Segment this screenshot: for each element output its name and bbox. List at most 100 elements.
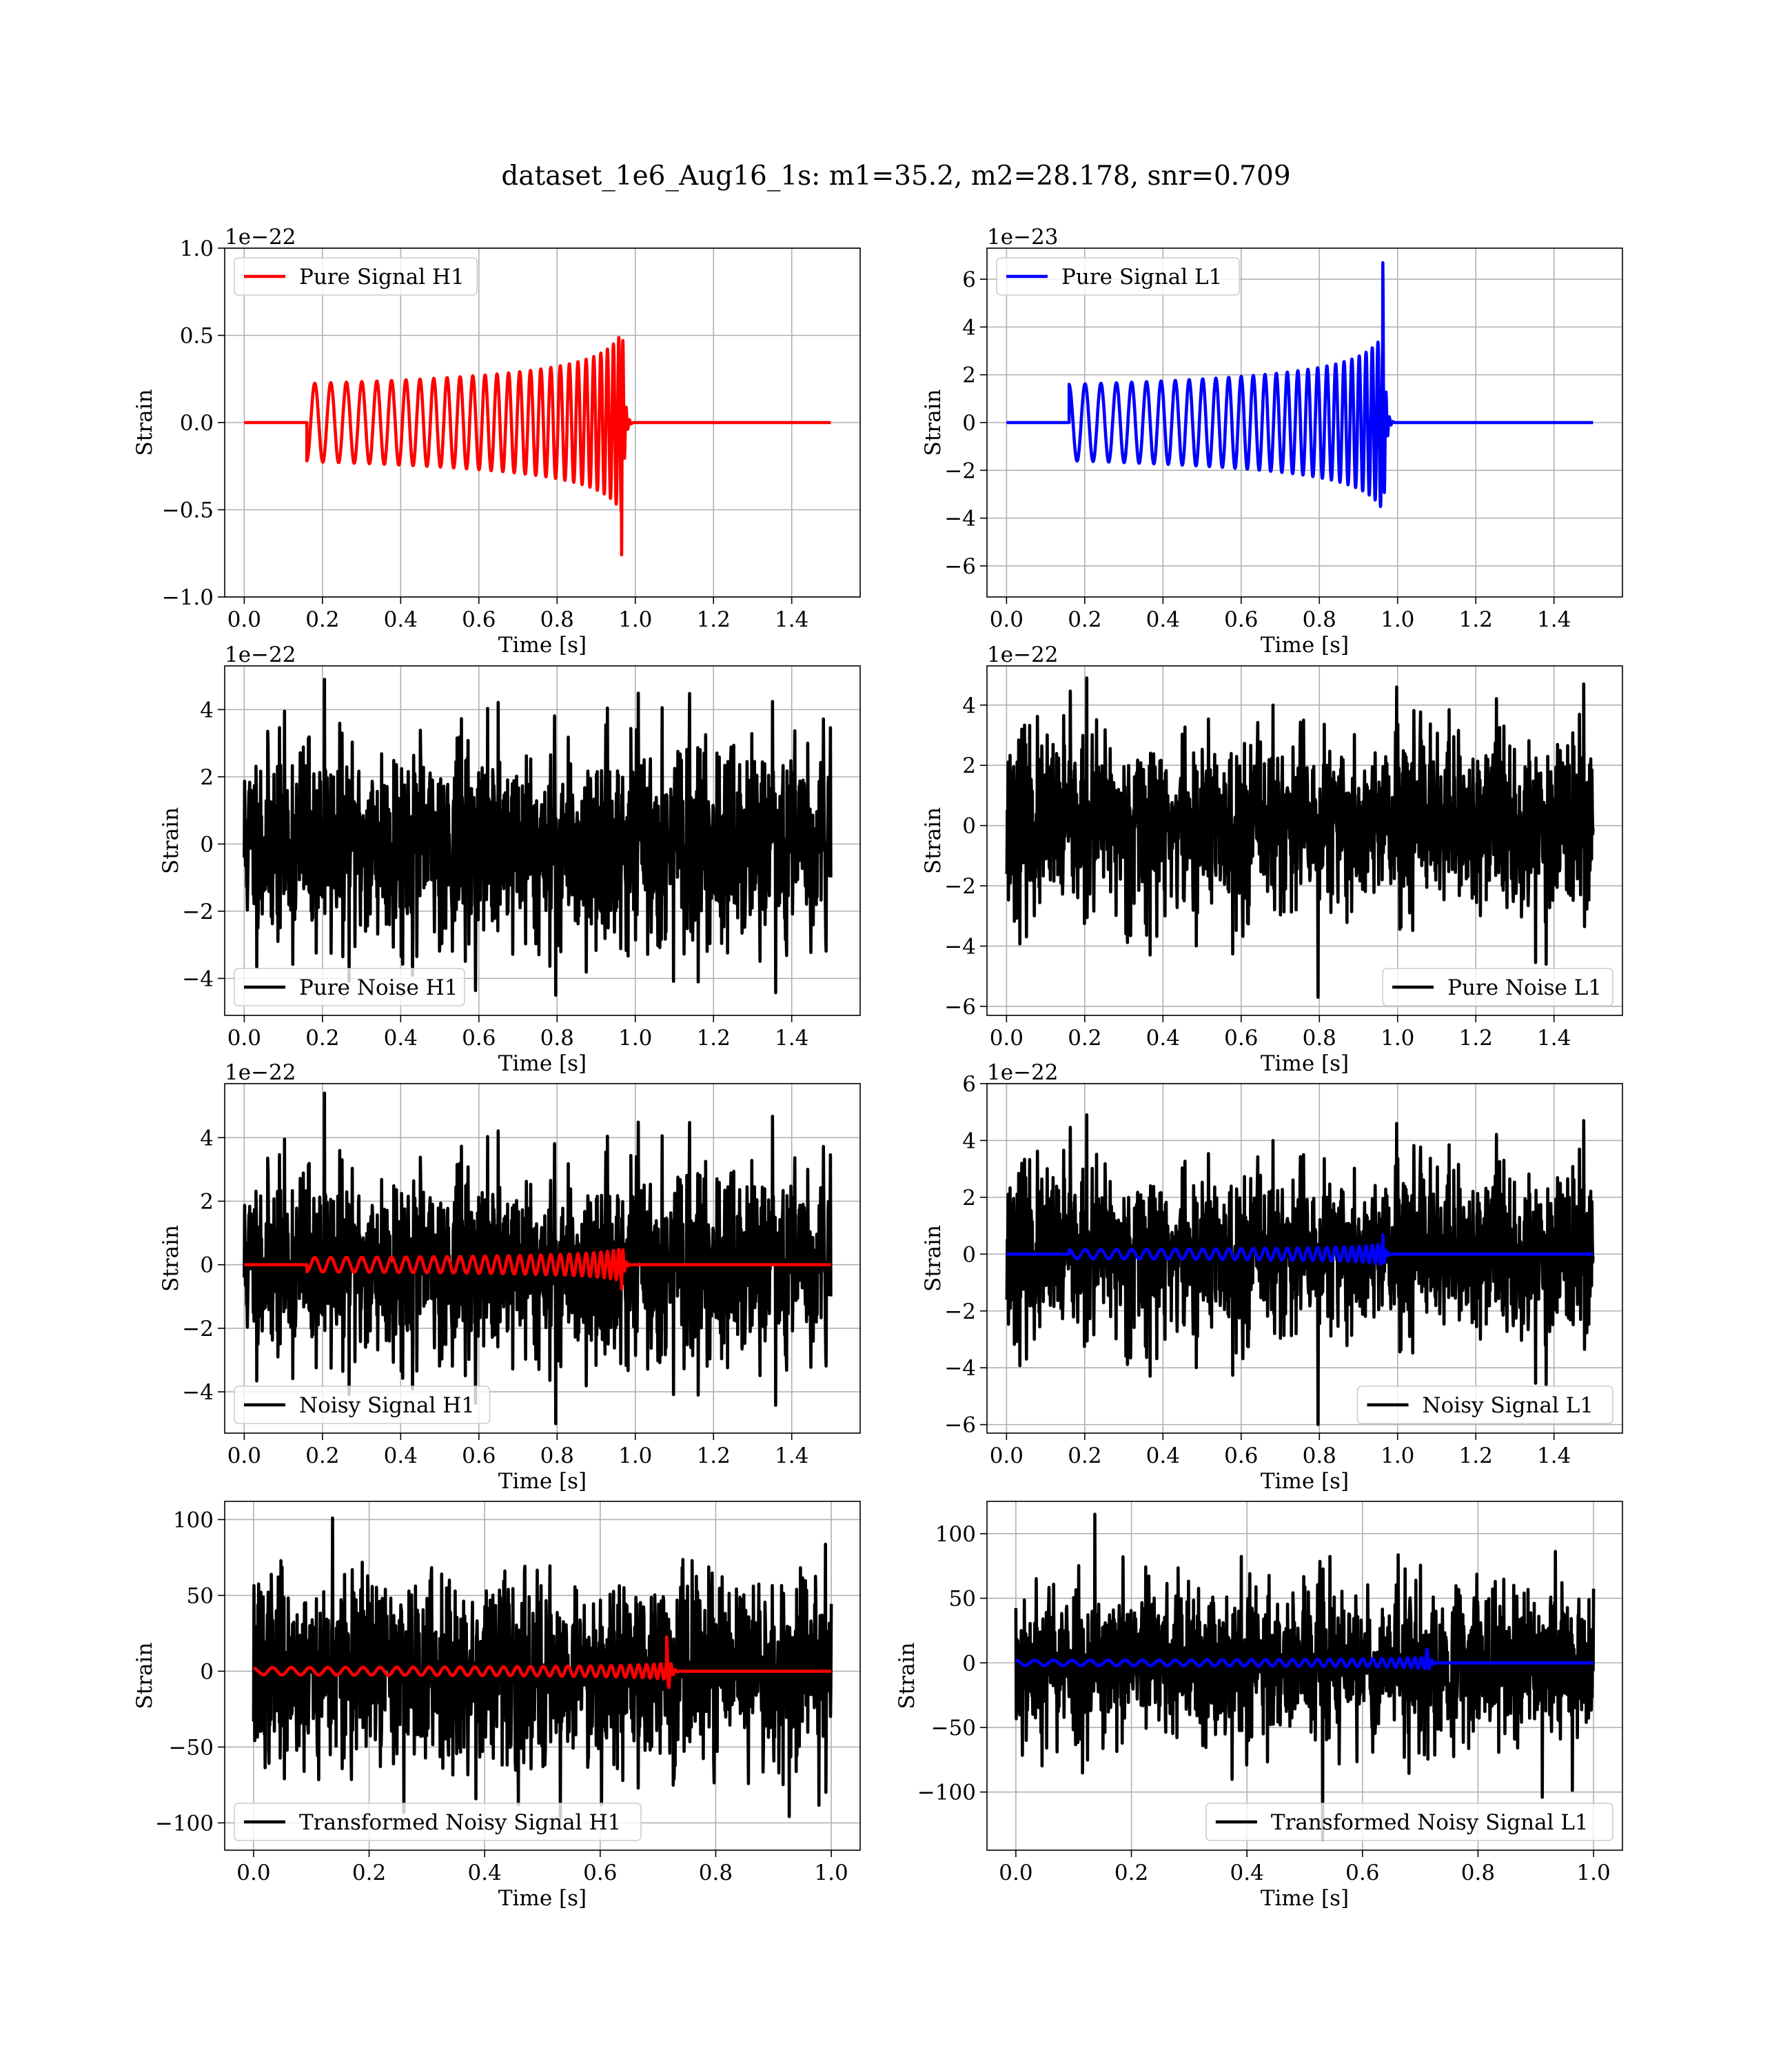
legend-box [234,1386,491,1424]
x-tick-label: 0.4 [468,1861,502,1885]
series-line-1 [243,678,833,997]
legend-label: Noisy Signal H1 [299,1393,475,1418]
plot-area [244,336,831,557]
legend-label: Pure Noise L1 [1447,975,1602,1000]
series-line-2 [1006,1233,1594,1266]
y-tick-label: 0 [962,1651,976,1676]
x-tick-label: 0.0 [990,607,1024,632]
x-tick-label: 0.0 [990,1026,1024,1051]
x-tick-label: 0.8 [1303,1026,1336,1051]
axis-offset-text: 1e−22 [225,225,296,250]
legend-box [1205,1803,1613,1841]
plot-area [1005,676,1595,1000]
x-tick-label: 1.0 [618,607,652,632]
y-tick-label: 0 [200,1253,214,1278]
x-tick-label: 1.2 [1459,1026,1493,1051]
series-line-1 [1005,676,1595,1000]
legend-box [234,968,465,1006]
y-tick-label: −2 [944,1299,976,1324]
x-axis-label: Time [s] [498,1886,587,1911]
y-tick-label: 0 [200,1659,214,1684]
y-tick-label: 0 [962,411,976,436]
x-tick-label: 1.2 [1459,1443,1493,1468]
y-tick-label: 50 [949,1587,976,1612]
x-tick-label: 1.0 [1381,607,1414,632]
y-tick-label: 6 [962,267,976,292]
x-tick-label: 0.4 [1230,1861,1264,1885]
axes-frame [224,1501,861,1851]
series-line-2 [244,1247,831,1290]
legend-box [234,257,478,296]
x-tick-label: 0.6 [462,607,496,632]
x-tick-label: 1.0 [618,1026,652,1051]
x-axis-label: Time [s] [1261,633,1349,658]
y-tick-label: −2 [182,1317,214,1341]
x-axis-label: Time [s] [1261,1051,1349,1076]
x-tick-label: 1.2 [697,1026,731,1051]
x-axis-label: Time [s] [498,1051,587,1076]
y-tick-label: −100 [917,1781,976,1805]
y-tick-label: −4 [944,1356,976,1381]
x-tick-label: 0.8 [1303,607,1336,632]
x-tick-label: 0.4 [1146,1443,1180,1468]
y-tick-label: −0.5 [162,498,214,523]
x-tick-label: 1.4 [775,1443,808,1468]
x-tick-label: 0.6 [1345,1861,1379,1885]
x-tick-label: 0.2 [1068,1443,1101,1468]
y-tick-label: 0.0 [180,411,214,436]
axis-offset-text: 1e−23 [987,225,1059,250]
x-tick-label: 1.4 [1537,607,1571,632]
x-tick-label: 1.2 [697,607,731,632]
x-tick-label: 0.8 [1303,1443,1336,1468]
subplot-4: 0.0 0.2 0.4 0.6 0.8 1.0 1.2 1.4 −6 −4 −2 0 2 4 Time [s… [921,642,1623,1076]
x-tick-label: 1.0 [1576,1861,1610,1885]
legend: Pure Signal H1 [234,257,478,296]
x-tick-label: 0.4 [384,1026,418,1051]
x-tick-label: 1.0 [618,1443,652,1468]
subplot-2: 0.0 0.2 0.4 0.6 0.8 1.0 1.2 1.4 −6 −4 −2 0 2 4 6 Time [… [921,225,1623,658]
legend-box [234,1803,642,1841]
x-tick-label: 0.4 [384,1443,418,1468]
legend-box [1382,968,1613,1006]
y-tick-label: 4 [962,693,976,718]
x-axis-label: Time [s] [498,1469,587,1494]
axes-frame [224,1083,861,1434]
axes-frame [986,1501,1623,1851]
subplot-1: 0.0 0.2 0.4 0.6 0.8 1.0 1.2 1.4 −1.0 −0.5 0.0 0.5 1.… [132,225,861,658]
legend-label: Transformed Noisy Signal H1 [299,1810,621,1835]
x-tick-label: 1.0 [814,1861,848,1885]
y-tick-label: −2 [944,874,976,899]
x-tick-label: 0.2 [352,1861,386,1885]
axis-offset-text: 1e−22 [225,1060,296,1085]
x-tick-label: 0.2 [1114,1861,1148,1885]
y-tick-label: 2 [200,1190,214,1215]
subplot-3: 0.0 0.2 0.4 0.6 0.8 1.0 1.2 1.4 −4 −2 0 2 4 Time [s] S… [159,642,861,1076]
plot-area [1014,1512,1596,1842]
subplot-5: 0.0 0.2 0.4 0.6 0.8 1.0 1.2 1.4 −4 −2 0 2 4 Time [s] S… [159,1060,861,1494]
y-tick-label: 2 [962,753,976,778]
legend-box [1356,1386,1613,1424]
x-tick-label: 0.2 [1068,607,1101,632]
y-tick-label: −4 [944,507,976,531]
legend: Transformed Noisy Signal H1 [234,1803,642,1841]
subplot-7: 0.0 0.2 0.4 0.6 0.8 1.0 −100 −50 0 50 100 Time [s] S… [132,1501,861,1911]
series-line-1 [1006,261,1594,509]
axis-offset-text: 1e−22 [987,1060,1059,1085]
legend-box [996,257,1241,296]
x-tick-label: 1.4 [775,607,808,632]
y-axis-label: Strain [159,1225,183,1292]
series-line-2 [1014,1648,1594,1671]
x-tick-label: 0.6 [1224,1026,1258,1051]
x-tick-label: 0.0 [227,607,261,632]
x-axis-label: Time [s] [498,633,587,658]
y-tick-label: 0 [200,832,214,857]
x-axis-label: Time [s] [1261,1886,1349,1911]
y-tick-label: −6 [944,554,976,579]
y-tick-label: 0 [962,814,976,839]
y-tick-label: 2 [962,1186,976,1210]
plot-area [243,678,833,997]
plot-area [1006,261,1594,509]
x-tick-label: 1.0 [1381,1026,1414,1051]
y-axis-label: Strain [921,807,946,874]
